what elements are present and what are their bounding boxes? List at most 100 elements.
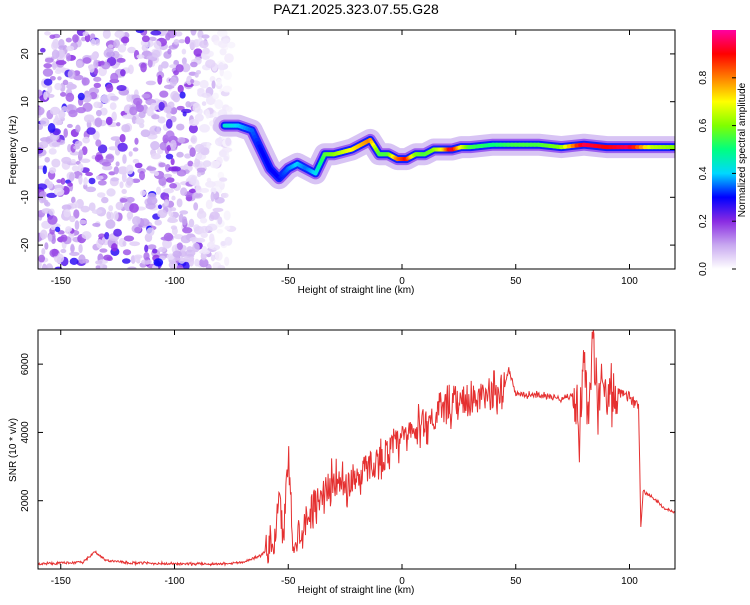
- noise-blob: [82, 57, 91, 64]
- noise-blob: [78, 244, 82, 253]
- noise-blob: [174, 39, 180, 45]
- noise-blob: [191, 135, 198, 144]
- noise-blob: [94, 83, 101, 88]
- noise-blob: [54, 83, 61, 90]
- noise-blob: [126, 165, 134, 175]
- noise-blob: [122, 241, 126, 247]
- noise-blob: [127, 212, 134, 220]
- noise-blob: [92, 209, 103, 214]
- noise-blob: [106, 188, 115, 196]
- noise-blob: [75, 220, 80, 230]
- noise-blob: [133, 159, 139, 164]
- noise-blob: [143, 252, 149, 261]
- noise-blob: [111, 136, 121, 141]
- noise-blob: [177, 137, 185, 143]
- colorbar-tick-label: 0.2: [698, 214, 709, 228]
- noise-blob: [47, 181, 53, 189]
- noise-blob: [102, 162, 111, 167]
- noise-blob: [103, 255, 112, 261]
- noise-blob: [120, 69, 126, 76]
- noise-blob: [193, 202, 198, 210]
- snr-x-tick-label: -100: [164, 576, 184, 587]
- noise-blob: [72, 34, 79, 43]
- noise-blob: [139, 218, 149, 226]
- spectrogram-x-tick-label: -100: [164, 276, 184, 287]
- noise-blob: [48, 234, 52, 242]
- noise-blob: [108, 44, 114, 48]
- noise-blob: [222, 86, 232, 93]
- noise-blob: [43, 63, 52, 68]
- noise-blob: [218, 136, 222, 146]
- noise-blob: [129, 151, 133, 157]
- noise-blob: [89, 178, 96, 185]
- noise-blob: [224, 53, 234, 63]
- noise-blob: [180, 187, 187, 196]
- noise-blob: [171, 196, 175, 201]
- noise-blob: [170, 207, 177, 211]
- colorbar-tick-label: 0.0: [698, 262, 709, 276]
- noise-blob: [86, 187, 97, 193]
- noise-blob: [116, 161, 120, 166]
- noise-blob: [157, 209, 167, 218]
- noise-blob: [150, 141, 160, 150]
- spectrogram-y-label: Frequency (Hz): [8, 116, 19, 185]
- snr-y-tick-label: 4000: [20, 421, 31, 444]
- noise-blob: [199, 40, 208, 48]
- noise-blob: [202, 101, 207, 106]
- snr-y-tick-label: 2000: [20, 489, 31, 512]
- noise-blob: [55, 227, 60, 232]
- noise-blob: [195, 114, 204, 122]
- noise-blob: [154, 220, 161, 226]
- snr-x-tick-label: 100: [621, 576, 638, 587]
- noise-blob: [97, 176, 104, 180]
- noise-blob: [201, 93, 211, 98]
- noise-blob: [168, 216, 176, 222]
- noise-blob: [134, 255, 143, 259]
- noise-blob: [113, 229, 122, 237]
- noise-blob: [43, 92, 48, 100]
- noise-blob: [79, 149, 84, 157]
- noise-blob: [63, 209, 70, 218]
- noise-blob: [126, 177, 133, 186]
- noise-blob: [149, 125, 160, 134]
- noise-blob: [40, 48, 46, 53]
- noise-blob: [183, 111, 187, 116]
- noise-blob: [225, 137, 231, 146]
- noise-blob: [97, 192, 106, 198]
- noise-blob: [96, 110, 102, 116]
- noise-blob: [67, 182, 73, 186]
- noise-blob: [120, 198, 128, 203]
- noise-blob: [44, 157, 49, 163]
- noise-blob: [177, 198, 183, 207]
- noise-blob: [197, 168, 206, 173]
- noise-blob: [89, 64, 95, 73]
- noise-blob: [94, 117, 102, 127]
- noise-blob: [214, 99, 223, 109]
- noise-blob: [132, 216, 141, 225]
- noise-blob: [49, 148, 57, 155]
- noise-blob: [169, 212, 174, 217]
- noise-blob: [106, 211, 111, 219]
- noise-blob: [164, 199, 169, 206]
- noise-blob: [43, 165, 47, 174]
- noise-blob: [188, 178, 196, 185]
- noise-blob: [146, 227, 154, 236]
- noise-blob: [60, 234, 67, 241]
- noise-blob: [114, 166, 119, 174]
- noise-blob: [200, 218, 207, 224]
- noise-blob: [166, 154, 173, 160]
- noise-blob: [40, 137, 51, 142]
- noise-blob: [48, 123, 56, 133]
- spectrogram-y-tick-label: 10: [20, 96, 31, 108]
- noise-blob: [197, 173, 201, 177]
- noise-blob: [158, 205, 162, 210]
- snr-y-label: SNR (10 * v/v): [8, 418, 19, 482]
- noise-blob: [49, 34, 55, 38]
- noise-blob: [136, 28, 144, 33]
- noise-blob: [69, 216, 75, 222]
- noise-blob: [45, 58, 54, 63]
- noise-blob: [135, 118, 144, 125]
